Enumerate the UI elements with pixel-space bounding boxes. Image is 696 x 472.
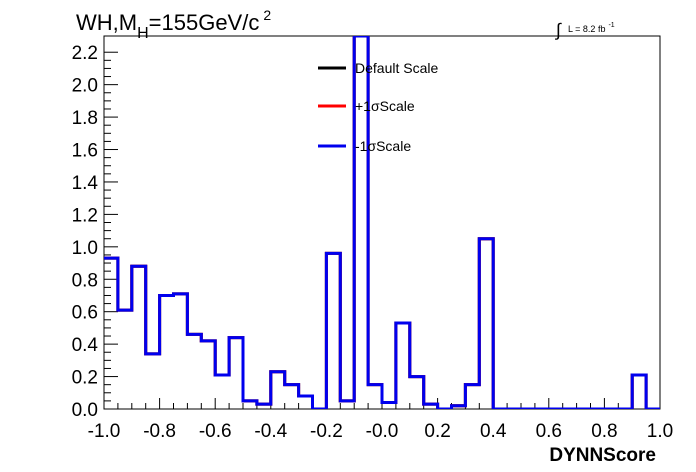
series-line [104,36,660,409]
x-axis-label: DYNNScore [549,445,656,466]
series-group [104,36,660,409]
integral-symbol: ∫ [554,20,562,40]
series-line [104,36,660,409]
y-tick-label: 1.2 [72,205,98,226]
x-tick-label: -1.0 [88,421,121,442]
x-tick-label: 0.8 [591,421,617,442]
y-tick-label: 1.8 [72,108,98,129]
x-tick-label: 0.2 [424,421,450,442]
y-tick-label: 2.0 [72,76,98,97]
y-tick-label: 1.4 [72,173,99,194]
x-tick-label: -0.6 [199,421,232,442]
x-tick-label: -0.2 [310,421,343,442]
x-tick-label: 0.6 [536,421,562,442]
y-tick-label: 2.2 [72,43,98,64]
y-tick-label: 0.0 [72,400,98,421]
legend-label: Default Scale [355,60,438,76]
y-tick-label: 0.2 [72,368,98,389]
x-tick-label: 1.0 [647,421,673,442]
chart-title: WH,MH=155GeV/c 2 [76,7,271,42]
y-tick-label: 1.6 [72,141,98,162]
x-tick-label: -0.4 [254,421,287,442]
y-axis: 0.0 0.2 0.4 0.6 0.8 1.0 1.2 1.4 1.6 1.8 2.0 2.2 [72,43,118,421]
plot-frame [103,35,661,410]
legend-label: -1σScale [355,138,411,154]
x-axis: -1.0 -0.8 -0.6 -0.4 -0.2 -0.0 0.2 0.4 0.6 0.8 1.0 [88,398,673,442]
y-tick-label: 0.8 [72,270,98,291]
series-line [104,36,660,409]
luminosity-label: L = 8.2 fb -1 [568,22,615,34]
legend-label: +1σScale [355,98,415,114]
y-tick-label: 1.0 [72,238,98,259]
x-tick-label: -0.8 [143,421,176,442]
y-tick-label: 0.6 [72,303,98,324]
x-tick-label: 0.4 [480,421,507,442]
legend: Default Scale +1σScale -1σScale [318,60,438,154]
y-tick-label: 0.4 [72,335,99,356]
x-tick-label: -0.0 [366,421,399,442]
